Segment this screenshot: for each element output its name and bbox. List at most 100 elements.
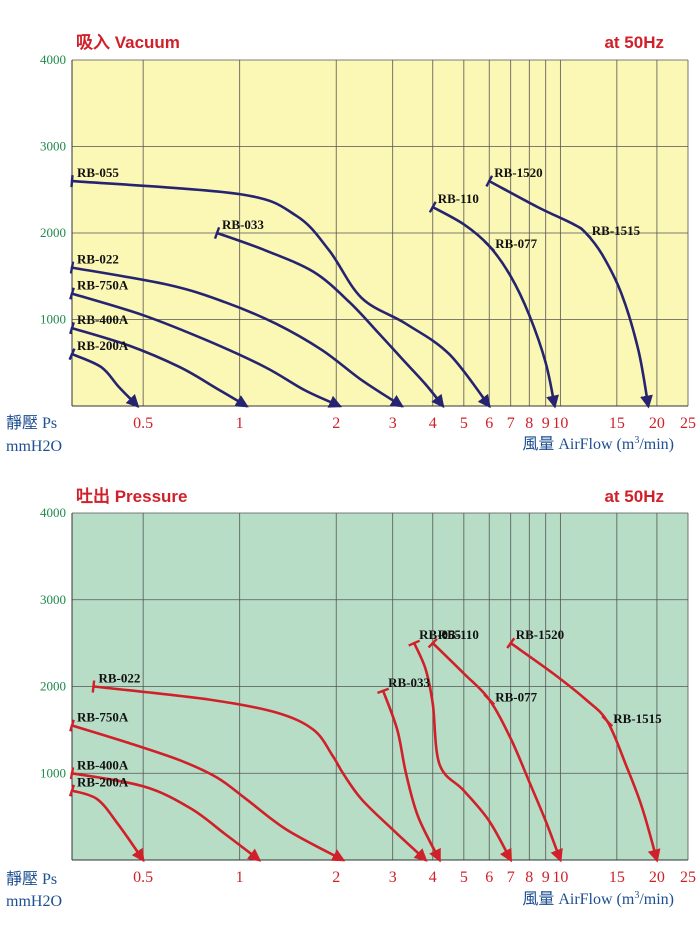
series-start-mark [70,175,74,188]
series-line-rb-055 [70,179,491,409]
series-line-rb-022 [92,685,428,862]
series-start-mark [506,637,516,649]
series-label-rb-200a: RB-200A [77,775,129,790]
y-tick-label: 3000 [40,592,66,607]
series-line-rb-400a [70,326,249,408]
series-label-rb-750a: RB-750A [77,710,129,725]
series-start-mark [427,637,438,649]
series-label-rb-077: RB-077 [495,690,537,705]
series-start-mark [408,639,421,647]
x-tick-label: 2 [332,415,340,432]
pressure-chart: 1000 2000 3000 4000 0.5 1 2 3 4 5 6 7 8 9 10 15 20 25 吐出 P… [6,486,696,910]
series-label-rb-400a: RB-400A [77,312,129,327]
y-tick-label: 2000 [40,679,66,694]
series-start-mark [69,719,75,732]
series-start-mark [69,322,75,335]
series-start-mark [69,261,75,274]
chart-title: 吸入 Vacuum [76,33,180,52]
x-tick-label: 8 [525,869,533,886]
series-line-rb-1520 [487,179,653,409]
series-mark [601,715,614,728]
series-line-rb-110 [431,205,559,409]
x-axis-label: 風量 AirFlow (m3/min) [522,435,674,453]
chart-subtitle: at 50Hz [604,33,664,52]
x-tick-label: 0.5 [133,415,153,432]
series-label-rb-077: RB-077 [495,236,537,251]
y-axis-unit: mmH2O [6,438,62,455]
series-label-rb-022: RB-022 [77,252,119,267]
x-tick-label: 10 [552,415,568,432]
series-label-rb-1515: RB-1515 [613,711,662,726]
series-start-mark [377,687,390,695]
y-axis-unit: mmH2O [6,893,62,910]
series-start-mark [68,348,76,361]
y-axis-label: 靜壓 Ps [6,870,57,888]
series-line-rb-200a [70,352,140,408]
series-mark [483,693,496,706]
x-tick-label: 20 [649,869,665,886]
y-tick-label: 2000 [40,225,66,240]
series-line-rb-055 [412,641,512,863]
x-tick-label: 9 [542,415,550,432]
series-line-rb-750a [70,724,346,862]
x-tick-label: 8 [525,415,533,432]
series-start-mark [69,767,75,780]
y-tick-label: 4000 [40,52,66,67]
series-label-rb-400a: RB-400A [77,757,129,772]
x-tick-label: 1 [236,415,244,432]
series-start-mark [428,201,437,213]
x-tick-label: 5 [460,869,468,886]
x-tick-label: 7 [507,415,515,432]
chart-title: 吐出 Pressure [76,486,188,506]
x-tick-label: 25 [680,415,696,432]
series-label-rb-055: RB-055 [77,165,119,180]
series-label-rb-110: RB-110 [438,627,479,642]
y-tick-label: 1000 [40,765,66,780]
series-line-rb-033 [381,689,441,863]
series-start-mark [69,287,75,300]
series-label-rb-055: RB-055 [419,627,461,642]
x-tick-label: 7 [507,869,515,886]
x-tick-label: 4 [429,869,437,886]
series-label-rb-1515: RB-1515 [592,223,641,238]
series-start-mark [485,175,494,187]
y-axis-label: 靜壓 Ps [6,414,57,432]
series-line-rb-110 [431,641,563,863]
series-start-mark [213,226,221,240]
x-tick-label: 6 [485,869,493,886]
x-tick-label: 1 [236,869,244,886]
x-tick-label: 15 [609,415,625,432]
series-line-rb-750a [70,292,343,408]
series-line-rb-400a [70,772,262,862]
series-start-mark [68,784,76,797]
vacuum-chart: 1000 2000 3000 4000 0.5 1 2 3 4 5 6 7 8 9 10 15 20 25 吸入 V… [6,33,696,455]
series-label-rb-033: RB-033 [222,217,264,232]
series-line-rb-022 [70,266,404,408]
x-tick-label: 0.5 [133,869,153,886]
series-label-rb-1520: RB-1520 [516,627,564,642]
series-label-rb-1520: RB-1520 [494,165,542,180]
series-label-rb-200a: RB-200A [77,338,129,353]
y-tick-label: 1000 [40,312,66,327]
series-label-rb-022: RB-022 [98,671,140,686]
x-tick-label: 3 [389,869,397,886]
x-axis-label: 風量 AirFlow (m3/min) [522,890,674,908]
series-line-rb-033 [215,231,445,409]
series-line-rb-200a [70,789,145,863]
chart-subtitle: at 50Hz [604,487,664,506]
x-tick-label: 6 [485,415,493,432]
series-label-rb-110: RB-110 [438,191,479,206]
series-mark [579,227,592,239]
x-tick-label: 15 [609,869,625,886]
y-tick-label: 3000 [40,139,66,154]
x-tick-label: 9 [542,869,550,886]
x-tick-label: 3 [389,415,397,432]
series-label-rb-033: RB-033 [388,675,430,690]
x-tick-label: 2 [332,869,340,886]
x-tick-label: 5 [460,415,468,432]
y-tick-label: 4000 [40,505,66,520]
series-start-mark [91,680,96,693]
x-tick-label: 25 [680,869,696,886]
x-tick-label: 10 [552,869,568,886]
